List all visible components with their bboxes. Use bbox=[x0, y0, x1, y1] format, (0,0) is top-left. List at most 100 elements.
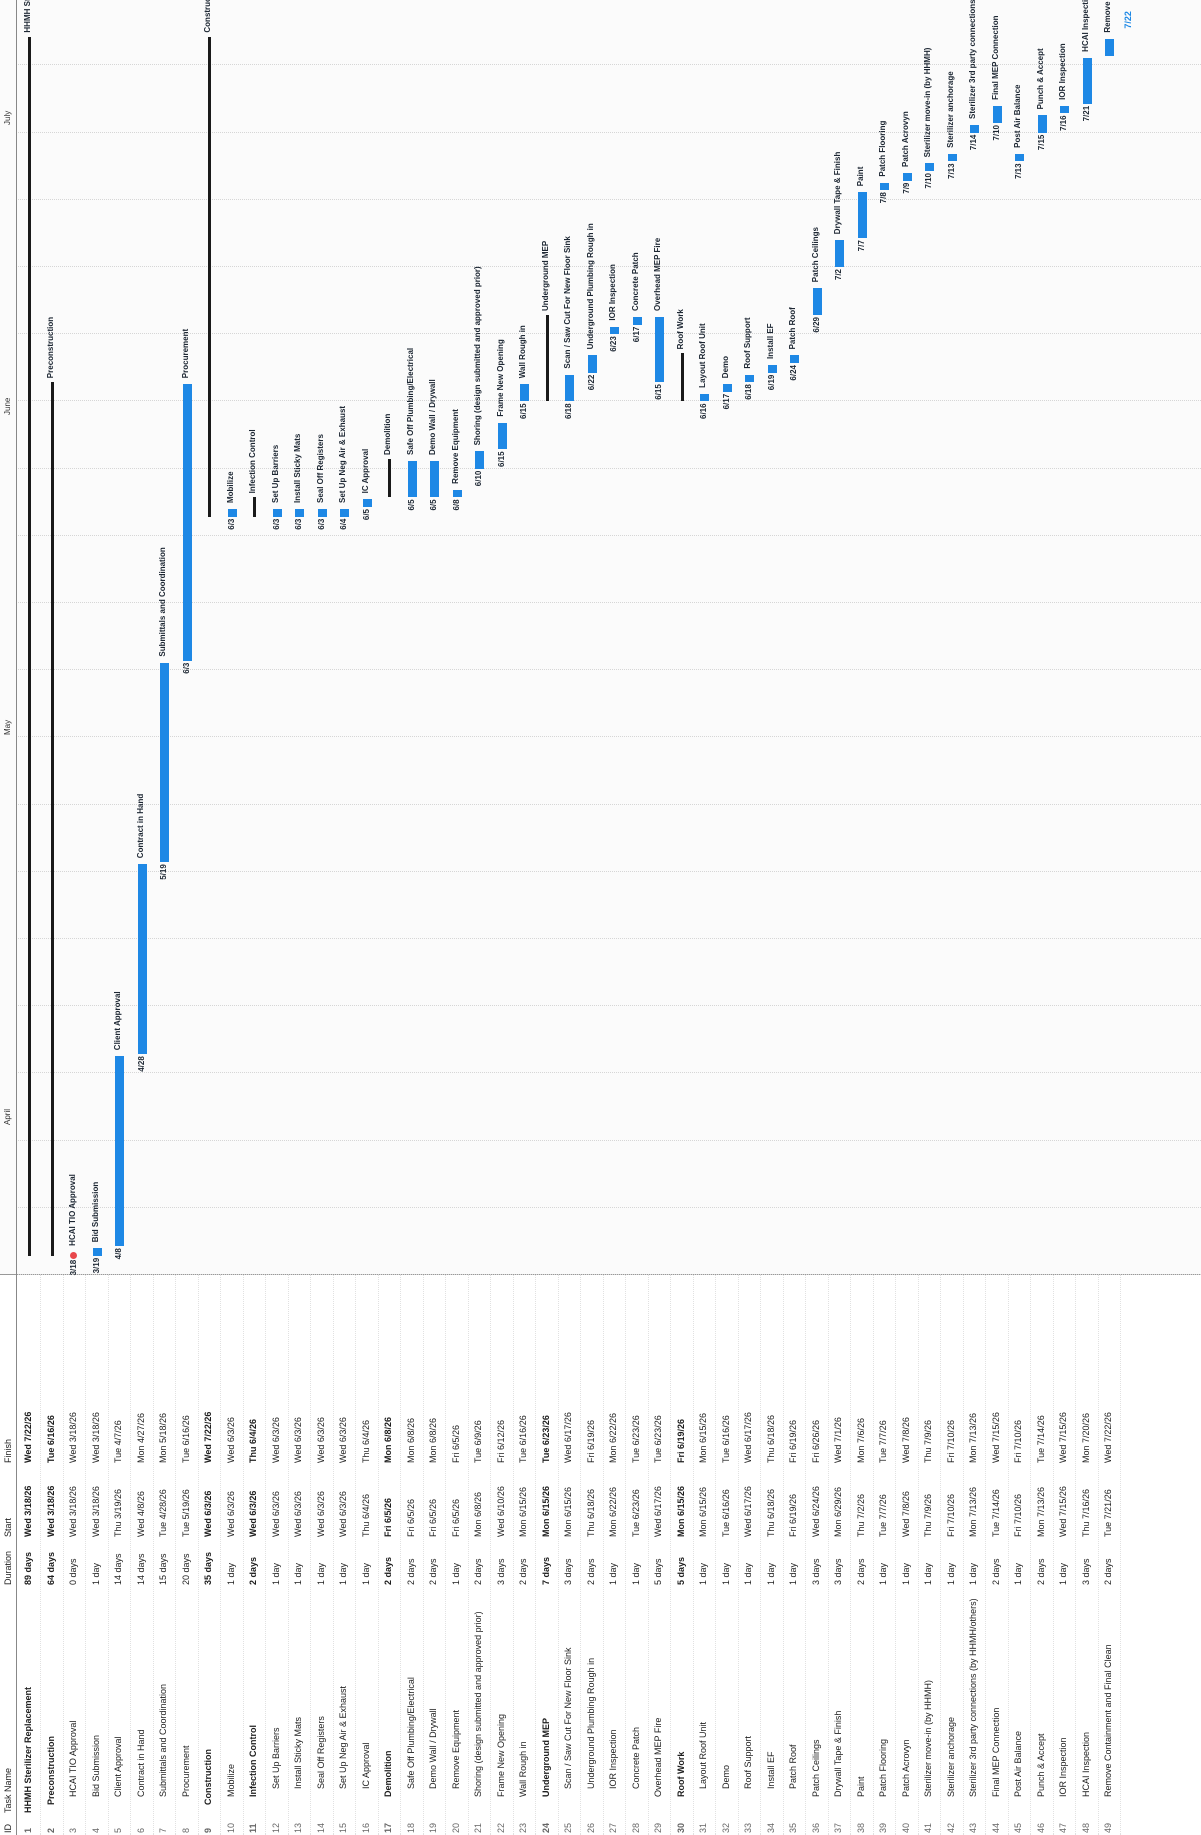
table-row[interactable]: 28 Concrete Patch 1 day Tue 6/23/26 Tue 6/23… bbox=[625, 1275, 649, 1835]
task-bar[interactable] bbox=[520, 384, 529, 402]
task-bar[interactable] bbox=[272, 509, 282, 517]
task-bar[interactable] bbox=[902, 173, 912, 181]
bar-task-label: Concrete Patch bbox=[630, 252, 640, 311]
task-bar[interactable] bbox=[227, 509, 237, 517]
task-bar[interactable] bbox=[745, 374, 754, 383]
task-bar[interactable] bbox=[610, 326, 619, 335]
table-row[interactable]: 19 Demo Wall / Drywall 2 days Fri 6/5/26 Mon… bbox=[423, 1275, 446, 1835]
task-bar[interactable] bbox=[812, 288, 822, 315]
task-bar[interactable] bbox=[1015, 153, 1024, 162]
bar-start-date: 6/5 bbox=[429, 499, 438, 511]
table-row[interactable]: 40 Patch Acrovyn 1 day Wed 7/8/26 Wed 7/8/26 bbox=[895, 1275, 919, 1835]
task-bar[interactable] bbox=[430, 461, 439, 498]
task-bar[interactable] bbox=[565, 374, 574, 402]
table-row[interactable]: 26 Underground Plumbing Rough in 2 days Thu… bbox=[580, 1275, 604, 1835]
table-row[interactable]: 2 Preconstruction 64 days Wed 3/18/26 Tue 6/… bbox=[40, 1275, 64, 1835]
table-row[interactable]: 42 Sterilizer anchorage 1 day Fri 7/10/26 Fr… bbox=[940, 1275, 964, 1835]
table-row[interactable]: 20 Remove Equipment 1 day Fri 6/5/26 Fri 6/5… bbox=[445, 1275, 469, 1835]
table-row[interactable]: 10 Mobilize 1 day Wed 6/3/26 Wed 6/3/26 bbox=[220, 1275, 244, 1835]
task-bar[interactable] bbox=[1082, 57, 1092, 104]
task-bar[interactable] bbox=[452, 489, 462, 498]
table-row[interactable]: 33 Roof Support 1 day Wed 6/17/26 Wed 6/17/2… bbox=[738, 1275, 761, 1835]
table-row[interactable]: 47 IOR Inspection 1 day Wed 7/15/26 Wed 7/15… bbox=[1053, 1275, 1076, 1835]
task-bar[interactable] bbox=[767, 365, 777, 373]
task-bar[interactable] bbox=[835, 240, 844, 267]
task-bar[interactable] bbox=[92, 1248, 102, 1256]
task-bar[interactable] bbox=[115, 1056, 124, 1247]
task-bar[interactable] bbox=[947, 153, 957, 162]
table-row[interactable]: 23 Wall Rough in 2 days Mon 6/15/26 Tue 6/16… bbox=[513, 1275, 536, 1835]
task-bar[interactable] bbox=[970, 125, 979, 133]
table-row[interactable]: 46 Punch & Accept 2 days Mon 7/13/26 Tue 7/1… bbox=[1030, 1275, 1054, 1835]
summary-bar[interactable] bbox=[388, 459, 391, 498]
table-row[interactable]: 22 Frame New Opening 3 days Wed 6/10/26 Fri … bbox=[490, 1275, 514, 1835]
milestone-marker[interactable] bbox=[70, 1251, 77, 1259]
table-row[interactable]: 43 Sterilizer 3rd party connections (by H… bbox=[963, 1275, 986, 1835]
table-row[interactable]: 27 IOR Inspection 1 day Mon 6/22/26 Mon 6/22… bbox=[603, 1275, 626, 1835]
task-bar[interactable] bbox=[790, 355, 799, 363]
task-bar[interactable] bbox=[160, 662, 169, 863]
table-row[interactable]: 44 Final MEP Connection 2 days Tue 7/14/26 W… bbox=[985, 1275, 1009, 1835]
table-row[interactable]: 45 Post Air Balance 1 day Fri 7/10/26 Fri 7/… bbox=[1008, 1275, 1031, 1835]
task-bar[interactable] bbox=[925, 163, 934, 171]
summary-bar[interactable] bbox=[28, 36, 31, 1256]
table-row[interactable]: 3 HCAI TIO Approval 0 days Wed 3/18/26 Wed 3… bbox=[63, 1275, 86, 1835]
summary-bar[interactable] bbox=[253, 497, 256, 517]
table-row[interactable]: 31 Layout Roof Unit 1 day Mon 6/15/26 Mon 6/… bbox=[693, 1275, 716, 1835]
table-row[interactable]: 36 Patch Ceilings 3 days Wed 6/24/26 Fri 6/2… bbox=[805, 1275, 829, 1835]
task-bar[interactable] bbox=[475, 451, 484, 469]
table-row[interactable]: 15 Set Up Neg Air & Exhaust 1 day Wed 6/3/2… bbox=[333, 1275, 356, 1835]
table-row[interactable]: 32 Demo 1 day Tue 6/16/26 Tue 6/16/26 bbox=[715, 1275, 739, 1835]
table-row[interactable]: 1 HHMH Sterilizer Replacement 89 days Wed 3… bbox=[18, 1275, 41, 1835]
table-row[interactable]: 6 Contract in Hand 14 days Wed 4/8/26 Mon 4/… bbox=[130, 1275, 154, 1835]
task-bar[interactable] bbox=[880, 182, 889, 191]
task-bar[interactable] bbox=[317, 509, 327, 517]
task-bar[interactable] bbox=[632, 317, 642, 325]
table-row[interactable]: 5 Client Approval 14 days Thu 3/19/26 Tue 4/… bbox=[108, 1275, 131, 1835]
table-row[interactable]: 48 HCAI Inspection 3 days Thu 7/16/26 Mon 7/… bbox=[1075, 1275, 1099, 1835]
table-row[interactable]: 9 Construction 35 days Wed 6/3/26 Wed 7/22/2… bbox=[198, 1275, 221, 1835]
task-bar[interactable] bbox=[295, 509, 304, 517]
task-bar[interactable] bbox=[722, 384, 732, 392]
summary-bar[interactable] bbox=[680, 353, 684, 402]
table-row[interactable]: 14 Seal Off Registers 1 day Wed 6/3/26 Wed 6… bbox=[310, 1275, 334, 1835]
task-bar[interactable] bbox=[362, 499, 372, 507]
table-row[interactable]: 41 Sterilizer move-in (by HHMH) 1 day Thu 7… bbox=[918, 1275, 941, 1835]
task-bar[interactable] bbox=[407, 461, 417, 498]
task-bar[interactable] bbox=[655, 317, 664, 383]
table-row[interactable]: 29 Overhead MEP Fire 5 days Wed 6/17/26 Tue … bbox=[648, 1275, 671, 1835]
summary-bar[interactable] bbox=[208, 36, 211, 517]
table-row[interactable]: 16 IC Approval 1 day Thu 6/4/26 Thu 6/4/26 bbox=[355, 1275, 379, 1835]
task-bar[interactable] bbox=[587, 355, 597, 373]
task-bar[interactable] bbox=[182, 384, 192, 661]
task-bar[interactable] bbox=[992, 105, 1002, 123]
table-row[interactable]: 17 Demolition 2 days Fri 6/5/26 Mon 6/8/26 bbox=[378, 1275, 401, 1835]
task-bar[interactable] bbox=[1060, 105, 1069, 114]
table-row[interactable]: 30 Roof Work 5 days Mon 6/15/26 Fri 6/19/26 bbox=[670, 1275, 694, 1835]
table-row[interactable]: 8 Procurement 20 days Tue 5/19/26 Tue 6/16/2… bbox=[175, 1275, 199, 1835]
task-bar[interactable] bbox=[497, 422, 507, 450]
table-row[interactable]: 11 Infection Control 2 days Wed 6/3/26 Thu 6… bbox=[243, 1275, 266, 1835]
table-row[interactable]: 24 Underground MEP 7 days Mon 6/15/26 Tue 6/… bbox=[535, 1275, 559, 1835]
task-bar[interactable] bbox=[340, 509, 349, 517]
task-bar[interactable] bbox=[700, 393, 709, 402]
table-row[interactable]: 25 Scan / Saw Cut For New Floor Sink 3 day… bbox=[558, 1275, 581, 1835]
table-row[interactable]: 12 Set Up Barriers 1 day Wed 6/3/26 Wed 6/3/… bbox=[265, 1275, 289, 1835]
table-row[interactable]: 13 Install Sticky Mats 1 day Wed 6/3/26 Wed … bbox=[288, 1275, 311, 1835]
table-row[interactable]: 35 Patch Roof 1 day Fri 6/19/26 Fri 6/19/26 bbox=[783, 1275, 806, 1835]
table-row[interactable]: 7 Submittals and Coordination 15 days Tue 4… bbox=[153, 1275, 176, 1835]
task-bar[interactable] bbox=[1037, 115, 1047, 133]
summary-bar[interactable] bbox=[545, 315, 549, 402]
task-bar[interactable] bbox=[137, 864, 147, 1055]
table-row[interactable]: 39 Patch Flooring 1 day Tue 7/7/26 Tue 7/7/2… bbox=[873, 1275, 896, 1835]
task-bar[interactable] bbox=[1105, 38, 1114, 56]
table-row[interactable]: 38 Paint 2 days Thu 7/2/26 Mon 7/6/26 bbox=[850, 1275, 874, 1835]
summary-bar[interactable] bbox=[50, 382, 54, 1256]
task-bar[interactable] bbox=[857, 192, 867, 239]
table-row[interactable]: 49 Remove Containment and Final Clean 2 da… bbox=[1098, 1275, 1121, 1835]
table-row[interactable]: 37 Drywall Tape & Finish 3 days Mon 6/29/26… bbox=[828, 1275, 851, 1835]
table-row[interactable]: 4 Bid Submission 1 day Wed 3/18/26 Wed 3/18/… bbox=[85, 1275, 109, 1835]
table-row[interactable]: 34 Install EF 1 day Thu 6/18/26 Thu 6/18/26 bbox=[760, 1275, 784, 1835]
table-row[interactable]: 18 Safe Off Plumbing/Electrical 2 days Fri … bbox=[400, 1275, 424, 1835]
table-row[interactable]: 21 Shoring (design submitted and approved… bbox=[468, 1275, 491, 1835]
